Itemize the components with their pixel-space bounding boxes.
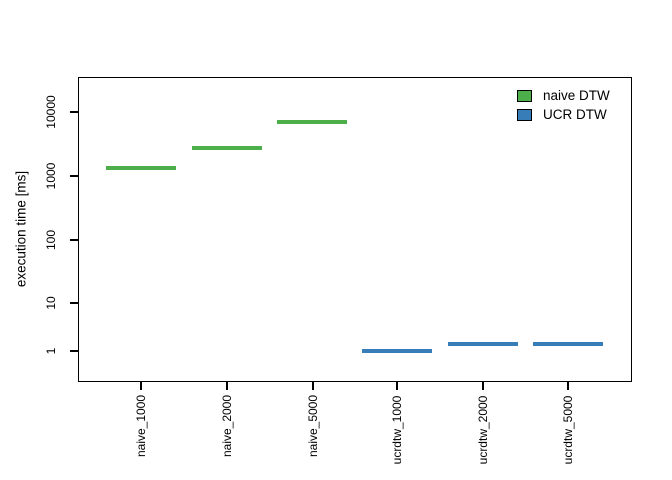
ucr-dtw-swatch [517,109,532,121]
y-tick [70,350,78,352]
legend: naive DTW UCR DTW [517,88,610,123]
y-tick-label: 10000 [44,95,58,129]
median-line-naive-1000 [106,166,176,170]
x-tick-label: ucrdtw_1000 [390,395,404,465]
y-tick-label: 100 [44,229,58,251]
median-line-ucrdtw-2000 [448,342,518,346]
legend-item-ucr-dtw: UCR DTW [517,107,610,123]
y-axis-title: execution time [ms] [13,170,29,288]
x-tick-label: naive_1000 [134,394,148,458]
x-tick [140,382,142,390]
x-tick [482,382,484,390]
naive-dtw-swatch [517,90,532,102]
median-line-naive-5000 [277,120,347,124]
plot-area [78,77,632,382]
legend-label: UCR DTW [543,107,607,123]
median-line-ucrdtw-5000 [533,342,603,346]
x-tick-label: naive_5000 [306,394,320,458]
y-tick-label: 10 [44,296,58,310]
y-tick [70,111,78,113]
median-line-naive-2000 [192,146,262,150]
y-tick-label: 1000 [44,162,58,190]
x-tick [396,382,398,390]
y-tick [70,239,78,241]
x-tick [567,382,569,390]
median-line-ucrdtw-1000 [362,349,432,353]
x-tick-label: ucrdtw_5000 [561,395,575,465]
x-tick [226,382,228,390]
x-tick-label: naive_2000 [220,394,234,458]
y-tick [70,302,78,304]
x-tick-label: ucrdtw_2000 [476,395,490,465]
y-tick [70,175,78,177]
legend-label: naive DTW [543,88,610,104]
legend-item-naive-dtw: naive DTW [517,88,610,104]
y-tick-label: 1 [44,347,58,355]
x-tick [312,382,314,390]
